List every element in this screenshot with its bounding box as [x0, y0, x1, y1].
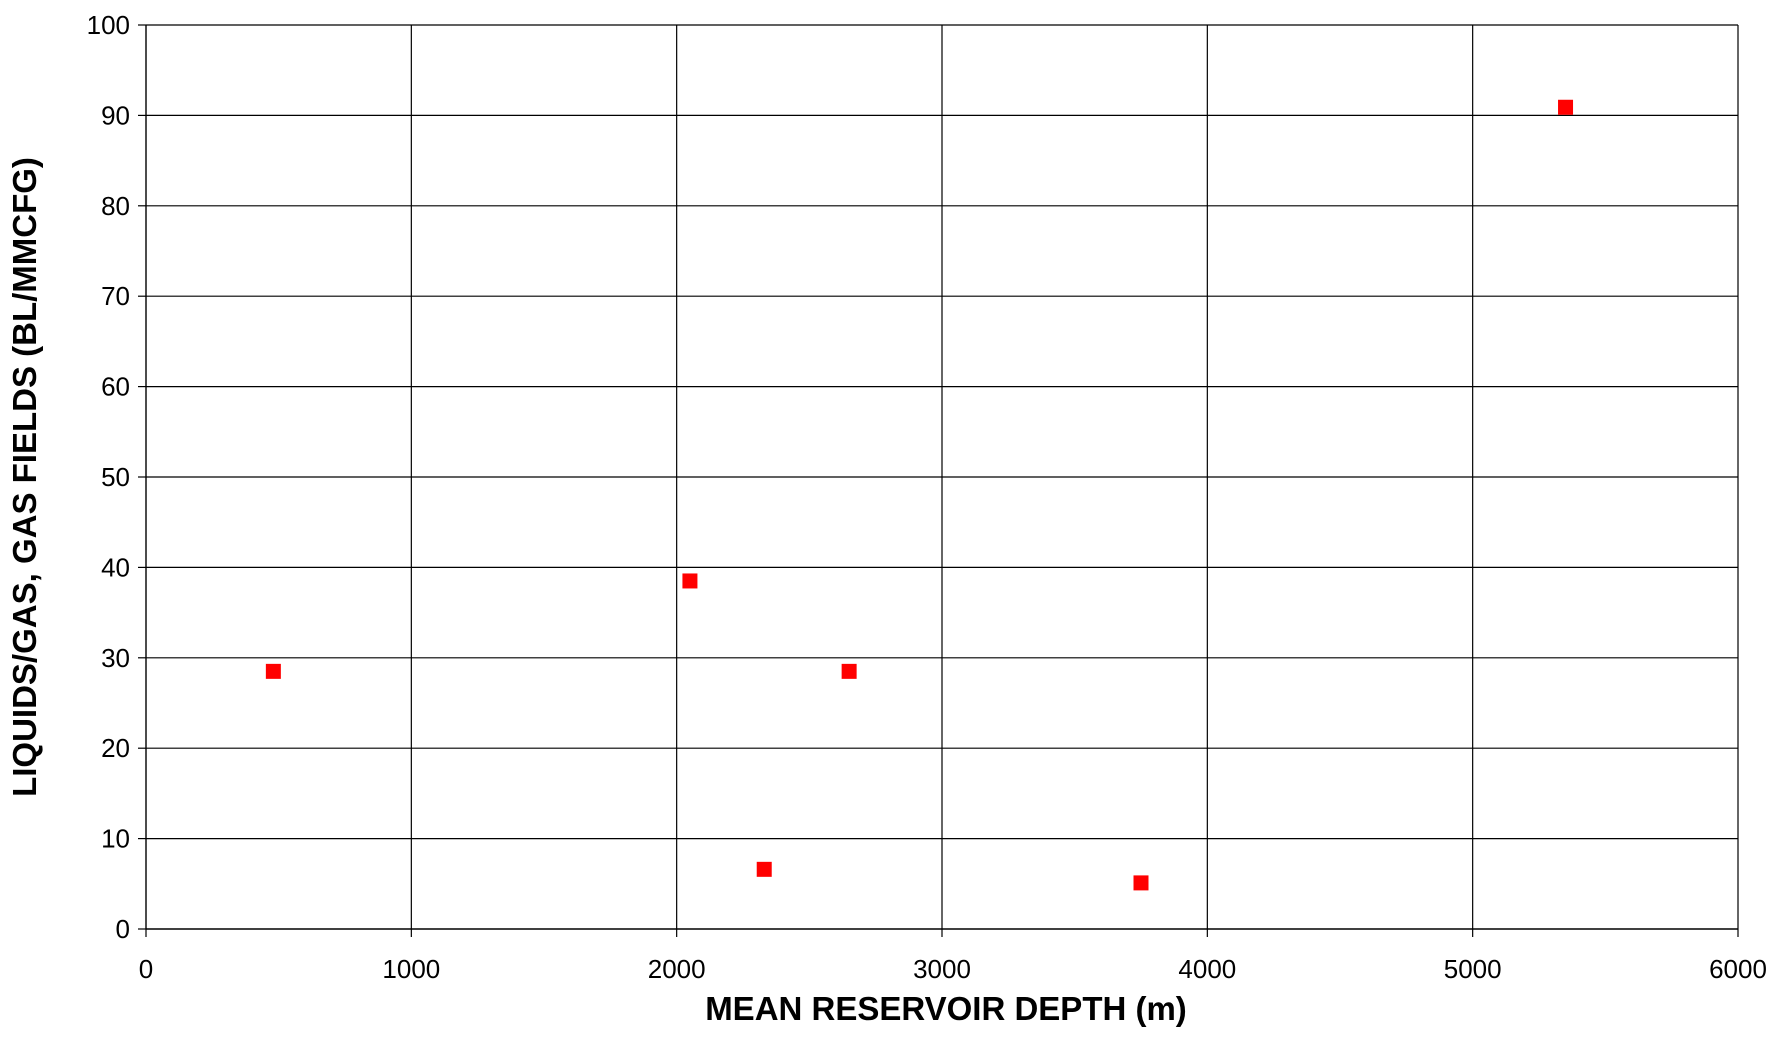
data-point [756, 861, 772, 877]
y-tick-label: 80 [101, 191, 130, 221]
y-tick-label: 0 [116, 914, 130, 944]
x-tick-label: 3000 [913, 954, 971, 984]
y-tick-label: 10 [101, 824, 130, 854]
y-tick-label: 20 [101, 733, 130, 763]
x-tick-label: 4000 [1178, 954, 1236, 984]
y-tick-label: 60 [101, 372, 130, 402]
data-point [1133, 875, 1149, 891]
data-point [1558, 99, 1574, 115]
data-point [265, 663, 281, 679]
grid [146, 24, 1739, 929]
data-point [841, 663, 857, 679]
x-tick-labels: 0 1000 2000 3000 4000 5000 6000 [139, 954, 1767, 984]
y-tick-label: 90 [101, 100, 130, 130]
y-tick-labels: 0 10 20 30 40 50 60 70 80 90 100 [87, 10, 130, 944]
x-tick-label: 2000 [648, 954, 706, 984]
data-points [265, 99, 1574, 891]
y-axis-title: LIQUIDS/GAS, GAS FIELDS (BL/MMCFG) [6, 157, 43, 797]
y-tick-label: 40 [101, 552, 130, 582]
x-tick-label: 5000 [1444, 954, 1502, 984]
y-tick-label: 100 [87, 10, 130, 40]
x-tick-label: 6000 [1709, 954, 1767, 984]
y-tick-label: 30 [101, 643, 130, 673]
y-tick-label: 70 [101, 281, 130, 311]
data-point [682, 573, 698, 589]
axes [138, 24, 1739, 937]
x-tick-label: 1000 [382, 954, 440, 984]
x-axis-title: MEAN RESERVOIR DEPTH (m) [705, 990, 1187, 1027]
y-tick-label: 50 [101, 462, 130, 492]
x-tick-label: 0 [139, 954, 153, 984]
